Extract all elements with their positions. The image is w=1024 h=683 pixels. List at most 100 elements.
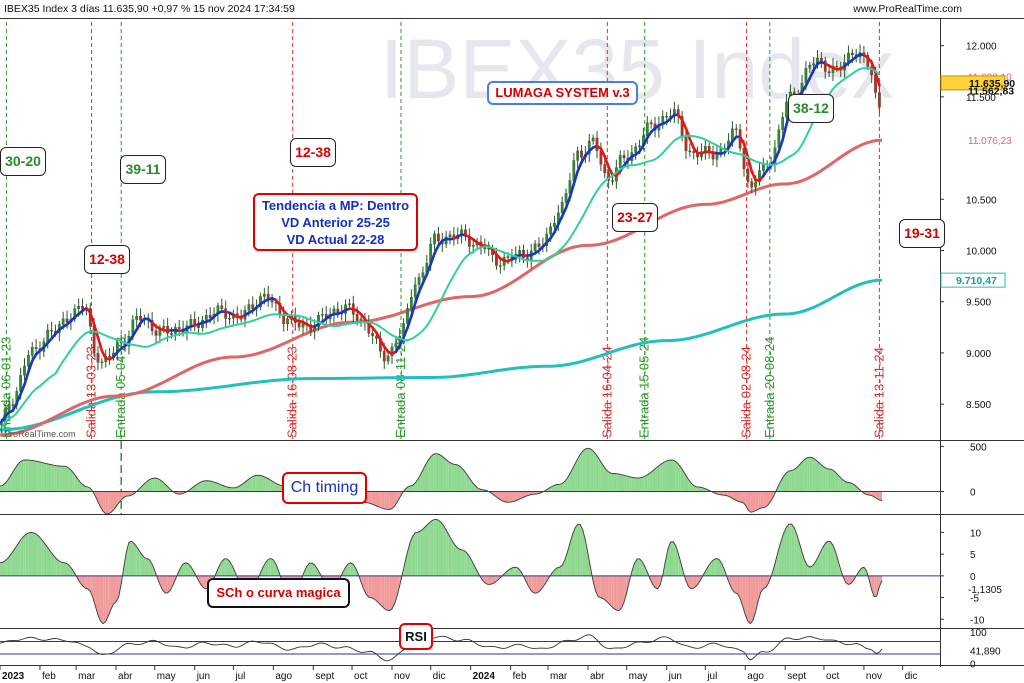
trend-line-segment (88, 311, 96, 326)
candle-body (321, 314, 324, 316)
sch-area-slice (781, 532, 784, 576)
candle-body (208, 315, 212, 318)
ch-timing-area-slice (851, 482, 854, 492)
sch-area-slice (201, 575, 204, 588)
ch-timing-area-slice (0, 485, 3, 492)
sch-area-slice (435, 519, 439, 576)
candle-body (804, 67, 808, 84)
ch-timing-area-slice (391, 491, 395, 509)
sch-area-slice (95, 575, 98, 615)
ch-timing-area-slice (201, 480, 204, 492)
candle-body (595, 137, 599, 151)
sch-area-slice (655, 575, 658, 589)
x-tick-label: oct (354, 671, 368, 682)
x-tick-label: jul (706, 671, 717, 682)
sch-area-slice (598, 575, 601, 598)
ch-timing-area-slice (652, 468, 656, 492)
x-tick-label: jun (668, 671, 682, 682)
ch-timing-area-slice (559, 483, 563, 492)
sch-area-slice (634, 559, 637, 576)
candle-body (170, 333, 173, 335)
ch-timing-area-slice (783, 472, 787, 492)
x-tick-label: nov (866, 671, 882, 682)
ch-timing-area-slice (799, 461, 803, 492)
sch-area-slice (729, 575, 733, 590)
ch-timing-area-slice (822, 466, 826, 492)
ch-timing-area-slice (146, 479, 150, 492)
sch-area-slice (796, 534, 800, 576)
ch-timing-area-slice (613, 473, 617, 492)
ch-timing-area-slice (108, 491, 111, 514)
trend-line-segment (599, 147, 607, 158)
candle-body (820, 58, 823, 61)
trend-line-segment (433, 244, 440, 255)
candle-body (665, 116, 668, 118)
signal-label-exit: Salida 16-08-23 (285, 346, 300, 438)
sch-area-slice (814, 558, 818, 576)
candle-body (189, 319, 193, 326)
sch-area-slice (304, 566, 307, 576)
trend-line-segment (746, 155, 754, 173)
sch-area-slice (203, 575, 207, 589)
ch-timing-area-slice (505, 491, 509, 503)
sch-area-slice (606, 575, 609, 604)
ch-timing-area-slice (508, 491, 511, 503)
candle-body (812, 63, 815, 66)
candle-body (139, 315, 142, 321)
ch-timing-area-slice (33, 460, 37, 492)
sch-area-slice (226, 558, 230, 576)
candle-body (758, 170, 761, 183)
ch-timing-area-slice (636, 477, 640, 492)
ch-timing-area-slice (38, 461, 42, 492)
sch-area-slice (711, 559, 715, 576)
sch-area-slice (379, 575, 382, 607)
sch-area-slice (459, 549, 462, 576)
ch-timing-area-slice (110, 491, 114, 513)
ch-timing-area-slice (554, 484, 558, 492)
sch-area-slice (268, 558, 271, 576)
sch-area-slice (747, 575, 751, 624)
sch-area-slice (500, 575, 503, 578)
sch-area-slice (116, 575, 119, 602)
candle-body (611, 180, 614, 182)
x-tick-label: jun (196, 671, 210, 682)
candle-body (433, 233, 436, 245)
ch-timing-area-slice (789, 470, 792, 492)
ch-timing-area-slice (64, 466, 68, 492)
candle-body (162, 325, 166, 329)
ch-timing-area-slice (67, 466, 70, 492)
candle-body (27, 355, 30, 367)
sch-area-slice (232, 565, 235, 576)
ch-timing-area-slice (812, 457, 815, 492)
ch-timing-area-slice (590, 448, 594, 492)
ch-timing-area-slice (492, 491, 496, 496)
ch-timing-area-slice (15, 464, 19, 492)
price-tick-label: 12.000 (966, 42, 997, 53)
sch-tick-label: -5 (970, 594, 979, 605)
sch-area-slice (874, 575, 877, 597)
ch-timing-area-slice (116, 491, 119, 507)
ch-timing-tick-label: 500 (970, 442, 987, 453)
sch-area-slice (110, 575, 114, 610)
ch-timing-area-slice (685, 475, 689, 492)
signal-label-exit: Salida 13-03-23 (84, 346, 99, 438)
ch-timing-area-slice (41, 462, 44, 492)
candle-body (270, 300, 274, 303)
ch-timing-area-slice (100, 491, 104, 512)
sch-area-slice (740, 575, 743, 607)
sch-area-slice (876, 575, 880, 596)
sch-area-slice (224, 558, 227, 576)
ch-timing-area-slice (247, 478, 251, 492)
ch-timing-area-slice (268, 478, 271, 492)
candle-body (193, 319, 197, 325)
candle-body (754, 181, 757, 188)
ch-timing-area-slice (587, 448, 591, 492)
sch-area-slice (825, 541, 828, 576)
candle-body (228, 318, 231, 320)
trend-line-segment (410, 302, 417, 318)
ch-timing-area-slice (20, 460, 24, 492)
sch-area-slice (185, 562, 189, 576)
ch-timing-area-slice (618, 474, 622, 492)
ch-timing-area-slice (742, 491, 746, 505)
sch-area-slice (582, 529, 586, 576)
